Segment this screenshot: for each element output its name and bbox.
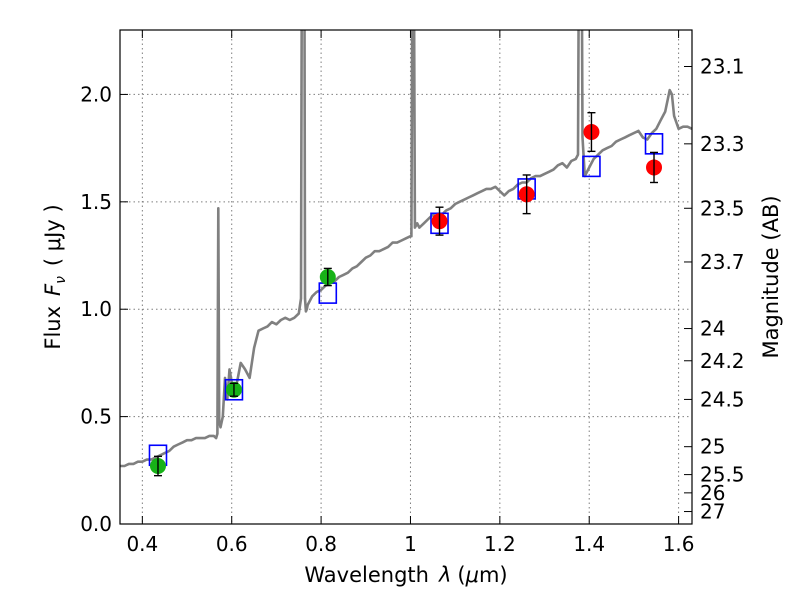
y-tick-label: 1.0 [80, 297, 112, 321]
x-tick-label: 0.4 [126, 532, 158, 556]
x-tick-label: 1.4 [573, 532, 605, 556]
y-tick-label: 1.5 [80, 190, 112, 214]
y-tick-label: 2.0 [80, 82, 112, 106]
grid-lines [120, 30, 692, 525]
y2-tick-label: 24.5 [700, 387, 745, 411]
x-tick-label: 0.8 [305, 532, 337, 556]
y2-tick-label: 23.1 [700, 55, 745, 79]
x-tick-label: 1 [404, 532, 417, 556]
data-layer [120, 30, 692, 477]
y2-tick-label: 24.2 [700, 349, 745, 373]
y2-tick-label: 27 [700, 500, 725, 524]
x-tick-label: 1.2 [484, 532, 516, 556]
y2-tick-label: 25 [700, 435, 725, 459]
y2-tick-label: 26 [700, 481, 725, 505]
tick-layer: 0.4 0.6 0.8 1 1.2 1.4 1.6 0.0 0.5 1.0 1.5 2.0 23.1 23… [80, 30, 745, 556]
plot-frame [119, 29, 693, 525]
y2-tick-label: 23.7 [700, 250, 745, 274]
y2-tick-label: 23.5 [700, 196, 745, 220]
x-tick-label: 1.6 [663, 532, 695, 556]
model-spectrum-line [120, 30, 692, 468]
y2-tick-label: 24 [700, 317, 725, 341]
x-tick-label: 0.6 [216, 532, 248, 556]
model-flux-box [224, 378, 244, 401]
y2-tick-label: 25.5 [700, 463, 745, 487]
x-axis-label: Wavelength λ (μm) [304, 563, 507, 587]
model-flux-box [582, 155, 601, 178]
y-tick-label: 0.5 [80, 405, 112, 429]
y-tick-label: 0.0 [80, 512, 112, 536]
y-axis-label: FluxFν( μJy ) [41, 204, 69, 349]
y2-tick-label: 23.3 [700, 132, 745, 156]
y2-axis-label: Magnitude (AB) [759, 195, 783, 358]
